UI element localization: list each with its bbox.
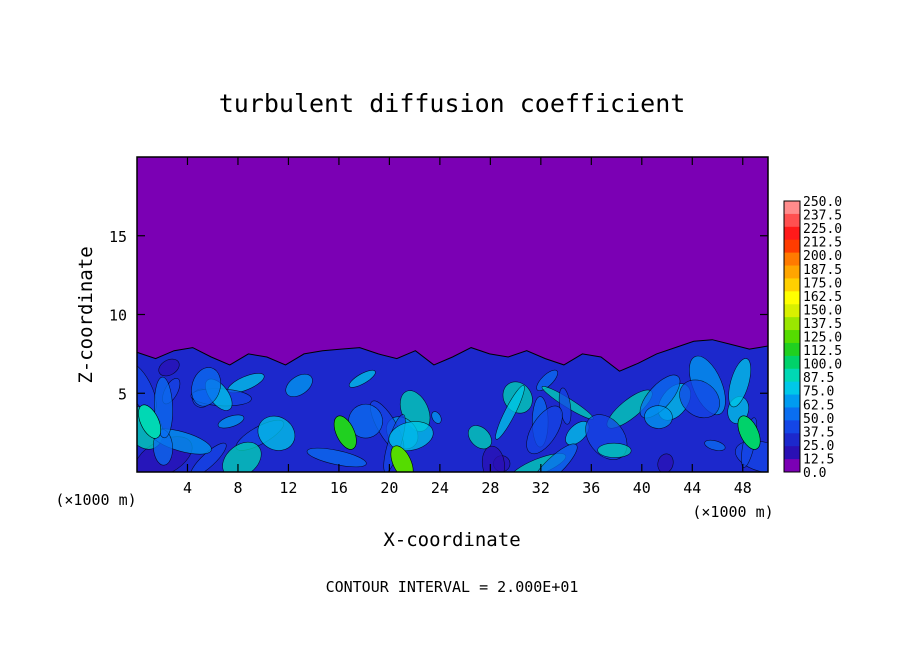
x-unit-left: (×1000 m) xyxy=(55,491,136,509)
y-tick-label: 10 xyxy=(109,307,127,325)
colorbar-label: 137.5 xyxy=(803,317,842,332)
x-tick-label: 32 xyxy=(532,479,550,497)
bright-eddy xyxy=(138,404,162,439)
colorbar-label: 187.5 xyxy=(803,263,842,278)
colorbar-label: 12.5 xyxy=(803,452,834,467)
eddy xyxy=(191,367,222,407)
colorbar-swatch xyxy=(784,381,800,396)
colorbar-swatch xyxy=(784,213,800,228)
eddy xyxy=(679,379,720,419)
eddy xyxy=(644,405,673,429)
eddy xyxy=(285,373,313,397)
colorbar-swatch xyxy=(784,446,800,460)
colorbar-label: 250.0 xyxy=(803,195,842,210)
colorbar: 250.0237.5225.0212.5200.0187.5175.0162.5… xyxy=(783,195,842,481)
colorbar-swatch xyxy=(784,342,800,357)
eddy xyxy=(257,415,296,451)
colorbar-label: 100.0 xyxy=(803,358,842,373)
colorbar-label: 62.5 xyxy=(803,398,834,413)
colorbar-label: 87.5 xyxy=(803,371,834,386)
eddy xyxy=(481,445,505,472)
eddy xyxy=(348,403,383,439)
colorbar-frame xyxy=(783,200,801,473)
eddy xyxy=(158,358,180,377)
eddy xyxy=(306,447,367,468)
eddy xyxy=(431,411,442,424)
y-tick-label: 5 xyxy=(118,385,127,403)
colorbar-label: 212.5 xyxy=(803,236,842,251)
eddy xyxy=(348,369,376,388)
colorbar-swatch xyxy=(784,265,800,279)
x-tick-label: 12 xyxy=(279,479,297,497)
x-tick-label: 48 xyxy=(734,479,752,497)
x-tick-label: 24 xyxy=(431,479,449,497)
x-tick-label: 8 xyxy=(233,479,242,497)
x-axis-label: X-coordinate xyxy=(383,529,520,551)
colorbar-label: 225.0 xyxy=(803,222,842,237)
eddy xyxy=(217,414,245,429)
colorbar-label: 75.0 xyxy=(803,385,834,400)
colorbar-label: 175.0 xyxy=(803,276,842,291)
colorbar-label: 200.0 xyxy=(803,249,842,264)
x-tick-label: 36 xyxy=(582,479,600,497)
contour-interval-note: CONTOUR INTERVAL = 2.000E+01 xyxy=(326,578,579,596)
colorbar-label: 162.5 xyxy=(803,290,842,305)
colorbar-swatch xyxy=(784,291,800,305)
colorbar-swatch xyxy=(784,226,800,241)
eddy xyxy=(388,421,434,452)
bright-eddy xyxy=(333,415,357,450)
colorbar-label: 25.0 xyxy=(803,439,834,454)
colorbar-label: 0.0 xyxy=(803,466,826,481)
colorbar-swatch xyxy=(784,304,800,318)
eddy xyxy=(536,369,558,392)
x-tick-label: 16 xyxy=(330,479,348,497)
colorbar-swatch xyxy=(784,407,800,421)
x-tick-label: 40 xyxy=(633,479,651,497)
eddy xyxy=(190,442,227,472)
colorbar-swatch xyxy=(784,239,800,254)
eddy xyxy=(495,385,525,440)
colorbar-label: 50.0 xyxy=(803,412,834,427)
turbulent-layer xyxy=(137,339,768,472)
colorbar-swatch xyxy=(784,278,800,292)
colorbar-swatch xyxy=(784,459,800,473)
colorbar-swatch xyxy=(784,201,800,215)
colorbar-swatch xyxy=(784,420,800,434)
y-axis-label: Z-coordinate xyxy=(75,246,97,383)
colorbar-label: 237.5 xyxy=(803,209,842,224)
colorbar-swatch xyxy=(784,330,800,344)
colorbar-swatch xyxy=(784,252,800,267)
x-tick-label: 44 xyxy=(683,479,701,497)
eddy xyxy=(530,443,578,472)
x-tick-label: 4 xyxy=(183,479,192,497)
bright-eddy xyxy=(737,415,761,450)
colorbar-swatch xyxy=(784,368,800,383)
colorbar-label: 125.0 xyxy=(803,331,842,346)
colorbar-label: 37.5 xyxy=(803,425,834,440)
colorbar-swatch xyxy=(784,433,800,447)
colorbar-swatch xyxy=(784,317,800,331)
x-tick-label: 20 xyxy=(380,479,398,497)
colorbar-label: 112.5 xyxy=(803,344,842,359)
colorbar-swatch xyxy=(784,355,800,370)
x-tick-label: 28 xyxy=(481,479,499,497)
plot-area xyxy=(136,156,769,473)
y-tick-label: 15 xyxy=(109,228,127,246)
eddy xyxy=(597,442,632,458)
chart-title: turbulent diffusion coefficient xyxy=(219,89,686,118)
eddy xyxy=(526,405,563,455)
eddy xyxy=(657,453,674,472)
colorbar-label: 150.0 xyxy=(803,303,842,318)
bright-eddy xyxy=(390,445,414,472)
eddy xyxy=(639,374,681,419)
colorbar-swatch xyxy=(784,394,800,408)
eddy xyxy=(728,358,752,408)
eddy xyxy=(704,439,726,451)
x-unit-right: (×1000 m) xyxy=(692,503,773,521)
